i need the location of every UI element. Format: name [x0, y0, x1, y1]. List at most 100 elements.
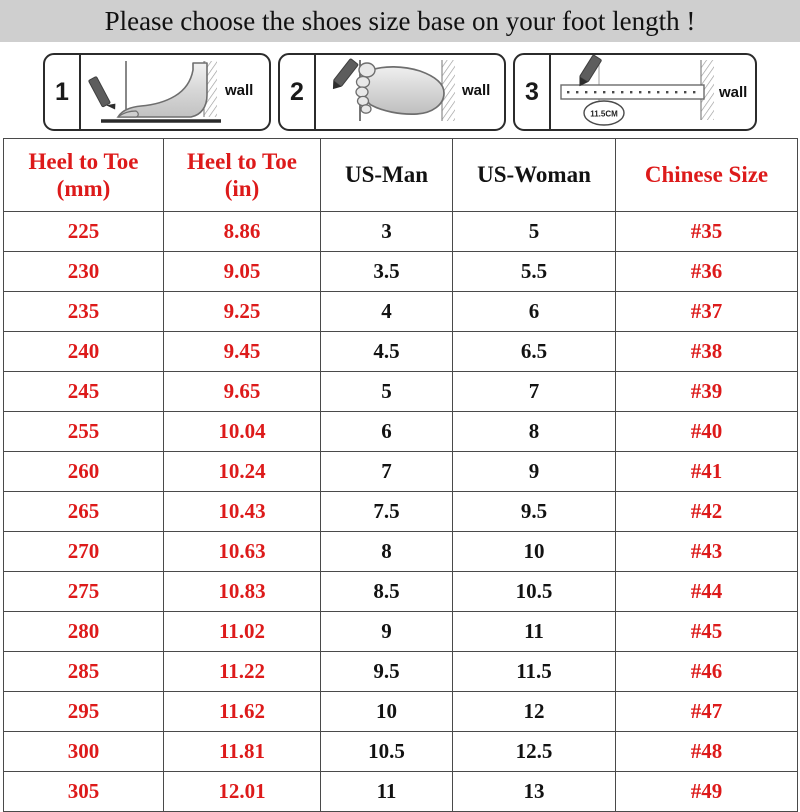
cell-us-man: 11 — [320, 771, 453, 812]
cell-heel-to-toe-in: 10.24 — [163, 451, 321, 492]
cell-us-woman: 13 — [452, 771, 616, 812]
column-header-chinese-size: Chinese Size — [615, 138, 798, 212]
panel-2-wall-label: wall — [461, 82, 490, 99]
cell-heel-to-toe-mm: 245 — [3, 371, 164, 412]
cell-chinese-size: #37 — [615, 291, 798, 332]
cell-us-man: 10 — [320, 691, 453, 732]
table-header-row: Heel to Toe (mm) Heel to Toe (in) US-Man… — [3, 138, 798, 212]
cell-us-woman: 11 — [452, 611, 616, 652]
cell-heel-to-toe-in: 9.25 — [163, 291, 321, 332]
cell-us-woman: 9 — [452, 451, 616, 492]
cell-chinese-size: #39 — [615, 371, 798, 412]
cell-us-woman: 7 — [452, 371, 616, 412]
cell-chinese-size: #42 — [615, 491, 798, 532]
table-row: 265 10.43 7.5 9.5 #42 — [3, 491, 798, 532]
table-row: 300 11.81 10.5 12.5 #48 — [3, 731, 798, 772]
column-header-heel-to-toe-in: Heel to Toe (in) — [163, 138, 321, 212]
cell-us-woman: 5.5 — [452, 251, 616, 292]
panel-1-wall-label: wall — [224, 82, 253, 99]
cell-chinese-size: #45 — [615, 611, 798, 652]
cell-chinese-size: #44 — [615, 571, 798, 612]
cell-heel-to-toe-mm: 275 — [3, 571, 164, 612]
table-row: 245 9.65 5 7 #39 — [3, 371, 798, 412]
column-header-line1: Heel to Toe — [187, 148, 297, 174]
table-row: 260 10.24 7 9 #41 — [3, 451, 798, 492]
instruction-panel-2: 2 — [278, 53, 506, 131]
panel-2-number: 2 — [280, 55, 316, 129]
panel-3-wall-label: wall — [718, 84, 747, 101]
cell-chinese-size: #35 — [615, 211, 798, 252]
cell-chinese-size: #49 — [615, 771, 798, 812]
cell-us-woman: 9.5 — [452, 491, 616, 532]
table-row: 295 11.62 10 12 #47 — [3, 691, 798, 732]
cell-heel-to-toe-in: 11.62 — [163, 691, 321, 732]
cell-heel-to-toe-in: 10.83 — [163, 571, 321, 612]
cell-us-woman: 10.5 — [452, 571, 616, 612]
cell-heel-to-toe-in: 10.43 — [163, 491, 321, 532]
column-header-heel-to-toe-mm: Heel to Toe (mm) — [3, 138, 164, 212]
cell-heel-to-toe-in: 11.02 — [163, 611, 321, 652]
table-row: 285 11.22 9.5 11.5 #46 — [3, 651, 798, 692]
cell-us-woman: 5 — [452, 211, 616, 252]
cell-heel-to-toe-mm: 295 — [3, 691, 164, 732]
cell-us-man: 8 — [320, 531, 453, 572]
table-row: 270 10.63 8 10 #43 — [3, 531, 798, 572]
size-table-container: Heel to Toe (mm) Heel to Toe (in) US-Man… — [0, 138, 800, 812]
cell-us-man: 3.5 — [320, 251, 453, 292]
cell-us-woman: 12 — [452, 691, 616, 732]
cell-us-man: 8.5 — [320, 571, 453, 612]
title-banner: Please choose the shoes size base on you… — [0, 0, 800, 42]
column-header-us-man: US-Man — [320, 138, 453, 212]
table-row: 275 10.83 8.5 10.5 #44 — [3, 571, 798, 612]
cell-us-man: 4 — [320, 291, 453, 332]
cell-heel-to-toe-mm: 265 — [3, 491, 164, 532]
cell-chinese-size: #38 — [615, 331, 798, 372]
panel-1-number: 1 — [45, 55, 81, 129]
table-row: 280 11.02 9 11 #45 — [3, 611, 798, 652]
cell-heel-to-toe-mm: 305 — [3, 771, 164, 812]
cell-us-woman: 12.5 — [452, 731, 616, 772]
cell-chinese-size: #48 — [615, 731, 798, 772]
cell-heel-to-toe-mm: 300 — [3, 731, 164, 772]
panel-3-measurement-label: 11.5CM — [590, 110, 618, 119]
cell-heel-to-toe-in: 9.45 — [163, 331, 321, 372]
cell-chinese-size: #43 — [615, 531, 798, 572]
cell-us-man: 6 — [320, 411, 453, 452]
cell-us-woman: 6 — [452, 291, 616, 332]
foot-side-view-measure-icon: wall — [81, 55, 269, 129]
ruler-measure-icon: 11.5CM wall — [551, 55, 755, 129]
cell-heel-to-toe-mm: 225 — [3, 211, 164, 252]
cell-heel-to-toe-mm: 230 — [3, 251, 164, 292]
table-row: 225 8.86 3 5 #35 — [3, 211, 798, 252]
cell-us-woman: 11.5 — [452, 651, 616, 692]
column-header-line1: Heel to Toe — [28, 148, 139, 174]
cell-heel-to-toe-in: 9.65 — [163, 371, 321, 412]
cell-heel-to-toe-mm: 280 — [3, 611, 164, 652]
panel-3-number: 3 — [515, 55, 551, 129]
cell-us-man: 5 — [320, 371, 453, 412]
cell-us-man: 10.5 — [320, 731, 453, 772]
cell-chinese-size: #40 — [615, 411, 798, 452]
cell-heel-to-toe-in: 11.81 — [163, 731, 321, 772]
instruction-panels: 1 — [0, 42, 800, 138]
cell-heel-to-toe-in: 12.01 — [163, 771, 321, 812]
cell-heel-to-toe-in: 9.05 — [163, 251, 321, 292]
cell-heel-to-toe-in: 10.04 — [163, 411, 321, 452]
cell-chinese-size: #46 — [615, 651, 798, 692]
shoe-size-table: Heel to Toe (mm) Heel to Toe (in) US-Man… — [3, 138, 798, 812]
table-row: 240 9.45 4.5 6.5 #38 — [3, 331, 798, 372]
cell-us-woman: 8 — [452, 411, 616, 452]
table-row: 255 10.04 6 8 #40 — [3, 411, 798, 452]
page-title: Please choose the shoes size base on you… — [104, 5, 696, 36]
foot-top-view-measure-icon: wall — [316, 55, 504, 129]
cell-us-man: 7.5 — [320, 491, 453, 532]
cell-us-woman: 6.5 — [452, 331, 616, 372]
instruction-panel-1: 1 — [43, 53, 271, 131]
cell-heel-to-toe-mm: 240 — [3, 331, 164, 372]
cell-us-man: 4.5 — [320, 331, 453, 372]
cell-us-man: 7 — [320, 451, 453, 492]
table-row: 230 9.05 3.5 5.5 #36 — [3, 251, 798, 292]
cell-heel-to-toe-in: 10.63 — [163, 531, 321, 572]
cell-heel-to-toe-mm: 235 — [3, 291, 164, 332]
table-row: 235 9.25 4 6 #37 — [3, 291, 798, 332]
